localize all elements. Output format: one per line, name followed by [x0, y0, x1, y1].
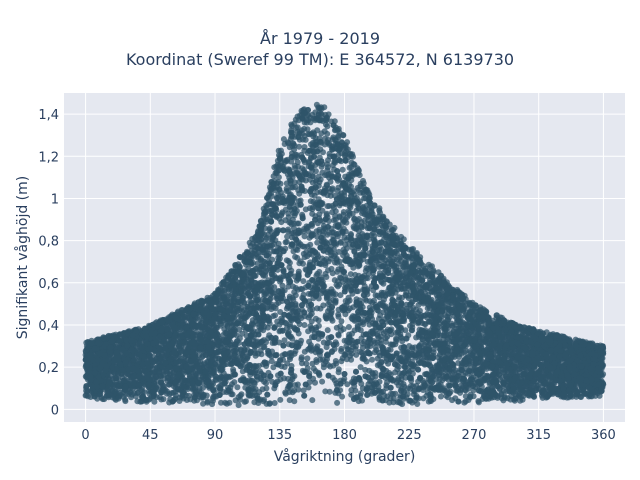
- data-point: [427, 263, 434, 270]
- data-point: [320, 149, 326, 156]
- data-point: [395, 382, 402, 389]
- data-point: [300, 278, 307, 285]
- data-point: [437, 393, 444, 400]
- data-point: [357, 364, 364, 371]
- data-point: [300, 387, 307, 394]
- data-point: [334, 399, 341, 406]
- data-point: [270, 313, 277, 320]
- data-point: [309, 210, 316, 217]
- data-point: [268, 358, 275, 365]
- data-point: [307, 312, 314, 319]
- data-point: [338, 318, 345, 325]
- data-point: [282, 239, 289, 246]
- data-point: [345, 324, 352, 330]
- data-point: [286, 397, 293, 404]
- data-point: [273, 351, 280, 358]
- data-points: [82, 101, 607, 409]
- data-point: [284, 233, 291, 240]
- data-point: [348, 391, 355, 398]
- data-point: [339, 166, 346, 173]
- data-point: [328, 265, 335, 272]
- data-point: [319, 378, 326, 385]
- data-point: [399, 401, 406, 408]
- data-point: [342, 311, 349, 318]
- data-point: [218, 399, 224, 406]
- data-point: [465, 397, 472, 403]
- data-point: [243, 398, 249, 405]
- data-point: [279, 352, 286, 359]
- data-point: [318, 163, 325, 170]
- data-point: [302, 206, 309, 213]
- chart-subtitle: Koordinat (Sweref 99 TM): E 364572, N 61…: [125, 50, 515, 69]
- chart-title: År 1979 - 2019: [260, 29, 380, 48]
- data-point: [337, 292, 344, 299]
- data-point: [332, 208, 339, 215]
